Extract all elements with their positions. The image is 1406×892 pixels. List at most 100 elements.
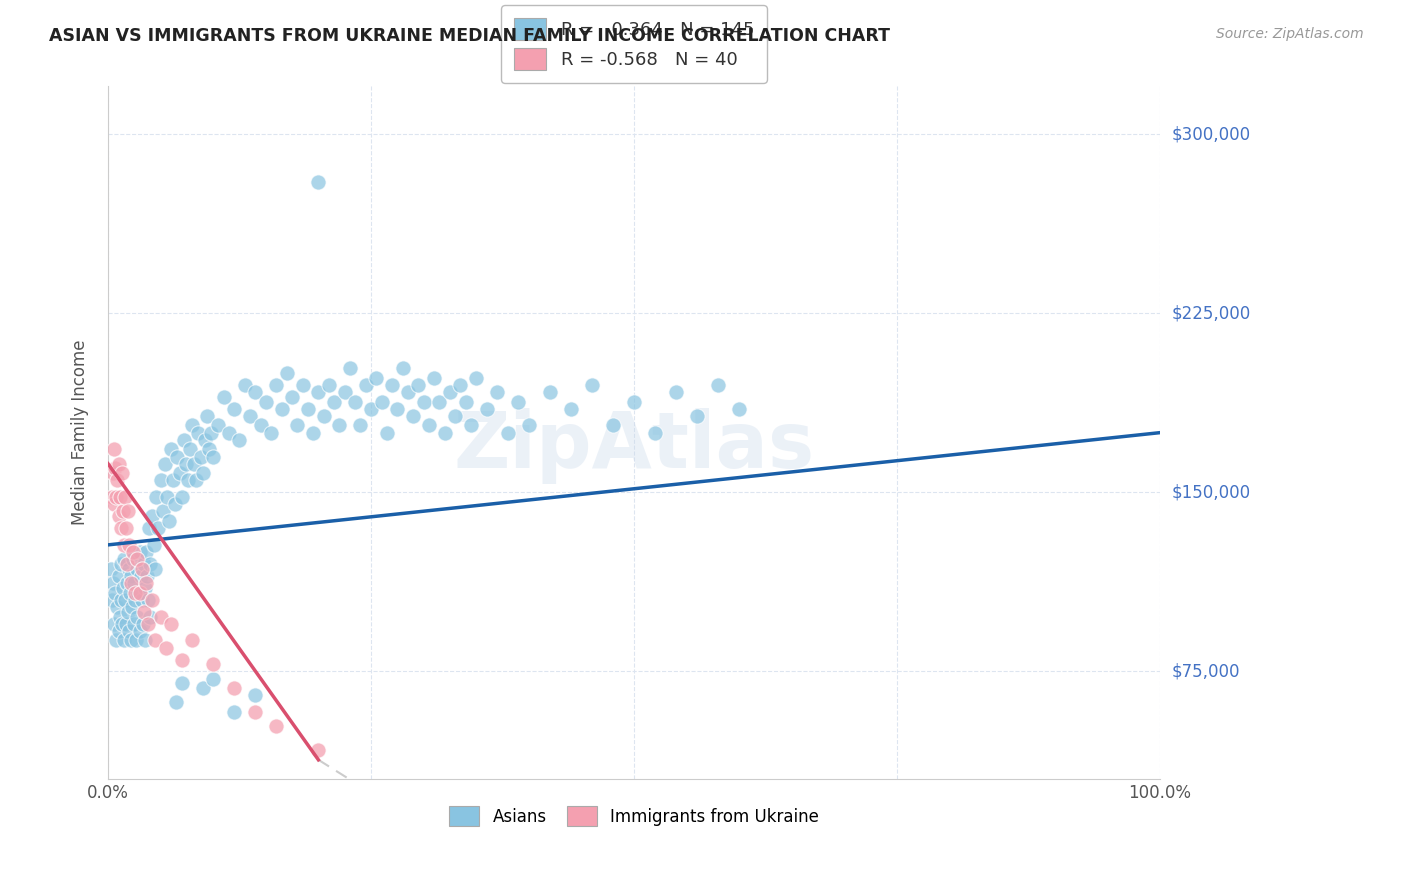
Point (121, 599, 143, 614)
Point (135, 545, 157, 559)
Point (486, 385, 509, 400)
Point (134, 581, 156, 595)
Point (110, 521, 132, 535)
Point (118, 538, 141, 552)
Point (218, 425, 240, 440)
Point (134, 633, 156, 648)
Point (307, 743, 329, 757)
Point (128, 585, 150, 599)
Text: $75,000: $75,000 (1171, 663, 1240, 681)
Point (170, 676, 193, 690)
Point (173, 433, 195, 447)
Point (194, 433, 217, 447)
Point (328, 418, 350, 433)
Point (228, 433, 250, 447)
Point (110, 557, 132, 571)
Text: Source: ZipAtlas.com: Source: ZipAtlas.com (1216, 27, 1364, 41)
Point (152, 504, 174, 518)
Point (360, 401, 382, 416)
Point (107, 599, 129, 614)
Point (131, 616, 153, 631)
Point (149, 609, 172, 624)
Point (302, 425, 325, 440)
Point (118, 562, 141, 576)
Point (239, 409, 262, 423)
Point (249, 418, 271, 433)
Point (114, 592, 136, 607)
Point (124, 576, 146, 591)
Point (439, 385, 461, 400)
Point (153, 457, 176, 471)
Point (412, 394, 434, 409)
Point (686, 409, 709, 423)
Point (120, 576, 142, 591)
Point (387, 401, 409, 416)
Point (423, 370, 446, 384)
Point (396, 385, 419, 400)
Point (344, 394, 367, 409)
Point (124, 585, 146, 599)
Point (339, 361, 361, 376)
Point (162, 474, 184, 488)
Point (103, 442, 125, 457)
Point (177, 474, 200, 488)
Point (135, 569, 157, 583)
Point (107, 509, 129, 524)
Point (366, 370, 388, 384)
Point (148, 521, 170, 535)
Point (429, 394, 451, 409)
Point (602, 418, 624, 433)
Point (644, 425, 666, 440)
Point (104, 585, 127, 599)
Point (128, 585, 150, 599)
Point (266, 719, 288, 733)
Point (323, 394, 346, 409)
Point (112, 538, 135, 552)
Point (143, 538, 166, 552)
Point (135, 576, 157, 591)
Point (111, 504, 134, 518)
Point (120, 585, 142, 599)
Point (103, 467, 125, 481)
Point (728, 401, 751, 416)
Point (224, 705, 246, 719)
Point (120, 633, 142, 648)
Point (191, 467, 214, 481)
Point (145, 490, 167, 504)
Point (143, 562, 166, 576)
Point (127, 552, 149, 566)
Point (245, 689, 267, 703)
Point (132, 557, 155, 571)
Point (141, 592, 163, 607)
Point (103, 576, 125, 591)
Point (465, 370, 488, 384)
Point (254, 394, 277, 409)
Point (202, 672, 225, 686)
Point (207, 418, 229, 433)
Point (128, 545, 150, 559)
Point (149, 474, 172, 488)
Point (560, 401, 582, 416)
Y-axis label: Median Family Income: Median Family Income (72, 340, 89, 525)
Point (190, 450, 212, 464)
Point (122, 552, 145, 566)
Point (112, 552, 135, 566)
Point (165, 696, 187, 710)
Point (104, 461, 127, 475)
Point (475, 401, 498, 416)
Point (120, 569, 142, 583)
Point (433, 425, 456, 440)
Point (115, 521, 138, 535)
Point (156, 490, 179, 504)
Point (517, 418, 540, 433)
Point (318, 377, 340, 392)
Point (160, 616, 183, 631)
Point (233, 377, 256, 392)
Point (245, 705, 267, 719)
Point (449, 377, 471, 392)
Point (139, 557, 162, 571)
Point (107, 624, 129, 638)
Point (581, 377, 603, 392)
Point (105, 490, 128, 504)
Point (191, 681, 214, 695)
